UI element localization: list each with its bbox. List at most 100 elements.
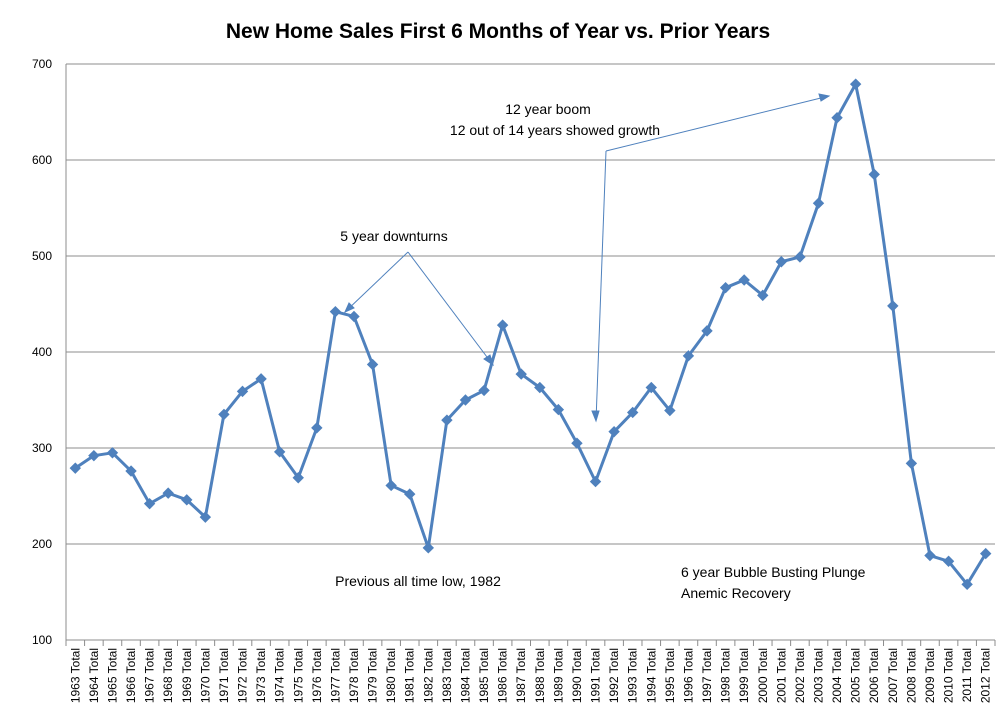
data-point bbox=[88, 449, 100, 462]
x-tick-label: 1977 Total bbox=[328, 648, 342, 703]
data-point bbox=[515, 368, 527, 380]
data-point bbox=[868, 168, 880, 181]
y-tick-label: 100 bbox=[32, 633, 52, 647]
x-tick-label: 1988 Total bbox=[533, 648, 547, 703]
annotation-boom-title: 12 year boom bbox=[505, 101, 591, 117]
annotation-all-time-low: Previous all time low, 1982 bbox=[335, 573, 501, 589]
x-tick-label: 2008 Total bbox=[904, 648, 918, 703]
x-tick-label: 2001 Total bbox=[774, 648, 788, 703]
data-point bbox=[534, 381, 546, 394]
data-point bbox=[255, 373, 267, 385]
x-tick-label: 1968 Total bbox=[161, 648, 175, 703]
data-point bbox=[794, 251, 806, 263]
y-tick-label: 700 bbox=[32, 57, 52, 71]
data-point bbox=[664, 404, 676, 417]
x-tick-label: 1964 Total bbox=[87, 648, 101, 703]
data-point bbox=[236, 385, 249, 398]
x-tick-label: 1970 Total bbox=[198, 648, 212, 703]
series-line bbox=[74, 82, 987, 586]
x-tick-label: 1985 Total bbox=[477, 648, 491, 703]
x-tick-label: 1992 Total bbox=[607, 648, 621, 703]
data-point bbox=[404, 488, 416, 500]
x-tick-label: 2000 Total bbox=[756, 648, 770, 703]
x-tick-label: 1991 Total bbox=[589, 648, 603, 703]
data-point bbox=[422, 542, 435, 554]
data-point bbox=[887, 300, 899, 312]
x-tick-label: 1997 Total bbox=[700, 648, 714, 703]
y-tick-label: 500 bbox=[32, 249, 52, 263]
x-tick-label: 1986 Total bbox=[496, 648, 510, 703]
data-point bbox=[292, 472, 304, 484]
x-tick-label: 1979 Total bbox=[366, 648, 380, 703]
x-tick-label: 1994 Total bbox=[644, 648, 658, 703]
data-point bbox=[738, 274, 750, 286]
x-axis-ticks: 1963 Total 1964 Total 1965 Total 1966 Total… bbox=[68, 648, 992, 703]
data-point bbox=[311, 422, 323, 434]
x-tick-label: 2011 Total bbox=[960, 648, 974, 702]
data-point bbox=[812, 197, 825, 209]
data-point bbox=[682, 350, 695, 362]
x-tick-label: 2007 Total bbox=[886, 648, 900, 703]
data-point bbox=[905, 457, 918, 470]
data-point bbox=[924, 549, 936, 562]
data-point bbox=[589, 475, 602, 488]
x-tick-label: 1971 Total bbox=[217, 648, 231, 703]
data-point bbox=[273, 446, 286, 458]
x-tick-label: 2010 Total bbox=[942, 648, 956, 703]
annotation-anemic-recovery: Anemic Recovery bbox=[681, 585, 791, 601]
gridlines bbox=[65, 63, 996, 646]
series-line-group bbox=[74, 82, 987, 586]
data-point bbox=[719, 281, 732, 294]
y-tick-label: 300 bbox=[32, 441, 52, 455]
data-point bbox=[757, 289, 769, 302]
arrowhead-boom-1991 bbox=[591, 410, 600, 423]
annotation-bubble-plunge: 6 year Bubble Busting Plunge bbox=[681, 564, 866, 580]
x-tick-label: 2005 Total bbox=[849, 648, 863, 703]
data-point bbox=[645, 381, 657, 394]
x-tick-label: 1989 Total bbox=[551, 648, 565, 703]
data-point bbox=[181, 494, 193, 506]
x-tick-label: 1978 Total bbox=[347, 648, 361, 703]
x-tick-label: 2009 Total bbox=[923, 648, 937, 703]
annotation-downturns: 5 year downturns bbox=[340, 228, 447, 244]
data-point bbox=[701, 325, 713, 337]
data-point bbox=[942, 555, 955, 567]
x-tick-label: 1980 Total bbox=[384, 648, 398, 703]
data-point bbox=[459, 394, 472, 406]
data-point bbox=[961, 578, 973, 591]
data-point bbox=[366, 358, 379, 371]
data-point bbox=[162, 487, 174, 499]
data-point bbox=[478, 384, 490, 397]
y-axis-ticks: 100 200 300 400 500 600 700 bbox=[32, 57, 52, 647]
data-point bbox=[69, 462, 81, 474]
x-tick-label: 1995 Total bbox=[663, 648, 677, 703]
arrowhead-downturn-1977 bbox=[344, 302, 355, 313]
x-tick-label: 1966 Total bbox=[124, 648, 138, 703]
x-tick-label: 1981 Total bbox=[403, 648, 417, 703]
series-markers bbox=[69, 78, 992, 591]
data-point bbox=[496, 319, 509, 331]
arrow-boom-to-peak bbox=[605, 95, 830, 152]
x-tick-label: 1999 Total bbox=[737, 648, 751, 703]
x-tick-label: 1963 Total bbox=[68, 648, 82, 703]
x-tick-label: 1984 Total bbox=[458, 648, 472, 703]
data-point bbox=[571, 437, 583, 449]
x-tick-label: 1983 Total bbox=[440, 648, 454, 703]
data-point bbox=[143, 497, 156, 510]
x-tick-label: 2004 Total bbox=[830, 648, 844, 703]
y-tick-label: 600 bbox=[32, 153, 52, 167]
data-point bbox=[441, 414, 453, 426]
data-point bbox=[385, 479, 397, 492]
data-point bbox=[348, 310, 360, 323]
data-point bbox=[775, 256, 788, 268]
data-point bbox=[106, 447, 119, 459]
y-tick-label: 400 bbox=[32, 345, 52, 359]
x-tick-label: 1974 Total bbox=[273, 648, 287, 703]
arrow-downturn-1985 bbox=[407, 251, 494, 366]
x-tick-label: 1969 Total bbox=[180, 648, 194, 703]
data-point bbox=[608, 425, 620, 438]
x-tick-label: 1998 Total bbox=[719, 648, 733, 703]
x-tick-label: 1965 Total bbox=[105, 648, 119, 703]
